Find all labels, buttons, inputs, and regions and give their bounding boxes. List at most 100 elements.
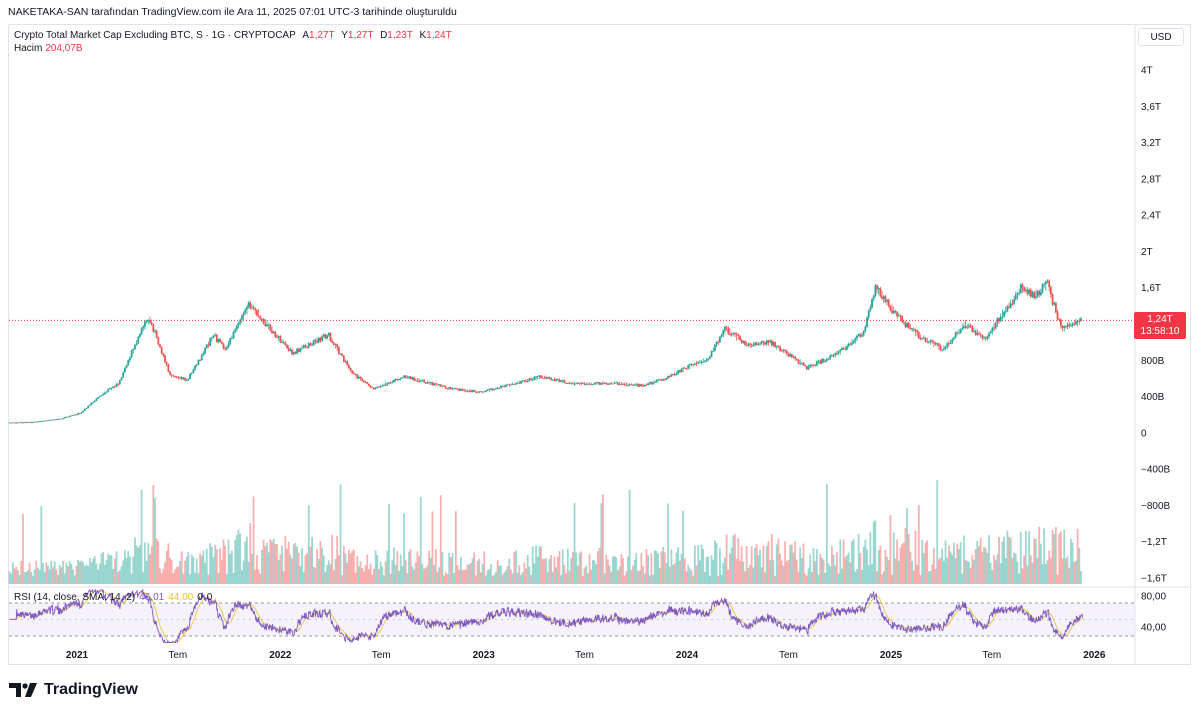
volume-bar	[127, 551, 130, 584]
candle-body	[825, 359, 828, 361]
candle-body	[570, 383, 573, 385]
volume-bar	[630, 570, 633, 584]
rsi-sma-value: 44,00	[168, 592, 194, 603]
volume-bar	[118, 569, 121, 584]
symbol-title[interactable]: Crypto Total Market Cap Excluding BTC, S…	[14, 30, 296, 41]
volume-bar	[887, 560, 890, 584]
currency-selector[interactable]: USD	[1138, 28, 1184, 46]
candle-body	[670, 374, 673, 377]
candle-body	[229, 338, 232, 345]
volume-bar	[361, 568, 364, 584]
candle-body	[17, 422, 19, 424]
volume-bar	[35, 560, 38, 584]
candle-body	[37, 421, 39, 423]
volume-bar	[528, 566, 531, 584]
candle-body	[852, 340, 855, 344]
volume-bar	[32, 575, 34, 584]
volume-bar	[448, 552, 451, 584]
candle-body	[473, 390, 476, 392]
volume-bar	[623, 575, 626, 584]
candle-body	[834, 353, 837, 356]
volume-bar	[363, 571, 365, 584]
volume-bar	[1008, 537, 1010, 584]
volume-bar	[456, 565, 459, 584]
candle-body	[100, 395, 103, 397]
volume-bar	[608, 565, 611, 584]
candle-body	[471, 390, 474, 393]
volume-bar	[605, 554, 608, 584]
candle-body	[725, 326, 728, 328]
volume-bar	[836, 552, 838, 584]
candle-body	[809, 364, 812, 367]
volume-bar	[444, 571, 447, 584]
volume-bar	[220, 559, 223, 584]
candle-body	[836, 353, 838, 354]
candle-body	[892, 311, 895, 314]
volume-bar	[881, 574, 883, 584]
candle-body	[195, 364, 198, 366]
candle-body	[708, 356, 711, 359]
candle-body	[8, 422, 11, 424]
candle-body	[62, 418, 64, 420]
candle-body	[904, 323, 907, 328]
volume-bar	[426, 565, 429, 584]
candle-body	[351, 370, 354, 374]
volume-bar	[60, 567, 63, 584]
volume-label[interactable]: Hacim	[14, 43, 43, 54]
candle-body	[159, 344, 161, 348]
candle-body	[1016, 293, 1019, 295]
candle-body	[715, 342, 718, 345]
candle-body	[540, 375, 542, 378]
candle-body	[683, 367, 686, 369]
volume-bar	[595, 564, 598, 584]
volume-bar	[1029, 555, 1032, 584]
volume-bar	[829, 566, 832, 584]
volume-bar	[610, 571, 613, 584]
candle-body	[652, 382, 654, 385]
candle-body	[120, 377, 123, 381]
candle-body	[1013, 299, 1015, 304]
tradingview-logo[interactable]: TradingView	[9, 681, 138, 699]
candle-body	[717, 342, 720, 343]
volume-bar	[1080, 570, 1082, 584]
candle-body	[140, 328, 143, 334]
candle-body	[205, 344, 208, 349]
volume-bar	[782, 565, 785, 584]
candle-body	[279, 336, 282, 343]
volume-bar	[27, 570, 29, 584]
volume-bar	[249, 523, 252, 584]
volume-bar	[785, 561, 788, 584]
volume-bar	[22, 513, 24, 584]
candle-body	[139, 333, 141, 337]
candle-body	[807, 366, 810, 370]
volume-bar	[379, 561, 382, 584]
candle-body	[909, 327, 912, 329]
volume-bar	[1044, 564, 1047, 584]
candle-body	[944, 346, 947, 349]
volume-bar	[296, 546, 298, 584]
rsi-label[interactable]: RSI (14, close, SMA, 14, 2)	[14, 592, 136, 603]
volume-bar	[939, 557, 942, 584]
candle-body	[856, 335, 858, 339]
candle-body	[998, 318, 1000, 322]
volume-bar	[600, 503, 603, 584]
candle-body	[712, 350, 715, 352]
candle-body	[324, 334, 327, 339]
volume-bar	[735, 559, 738, 584]
volume-bar	[207, 574, 210, 584]
candle-body	[408, 376, 410, 378]
candle-body	[864, 326, 867, 332]
volume-bar	[252, 496, 255, 584]
volume-bar	[224, 545, 227, 584]
volume-bar	[142, 571, 145, 584]
candle-body	[423, 379, 425, 383]
volume-bar	[770, 533, 773, 584]
volume-bar	[670, 549, 673, 584]
volume-bar	[617, 570, 619, 584]
candle-body	[75, 414, 78, 416]
candle-body	[394, 378, 397, 381]
volume-bar	[418, 556, 420, 584]
volume-bar	[597, 551, 599, 584]
volume-bar	[710, 555, 713, 584]
